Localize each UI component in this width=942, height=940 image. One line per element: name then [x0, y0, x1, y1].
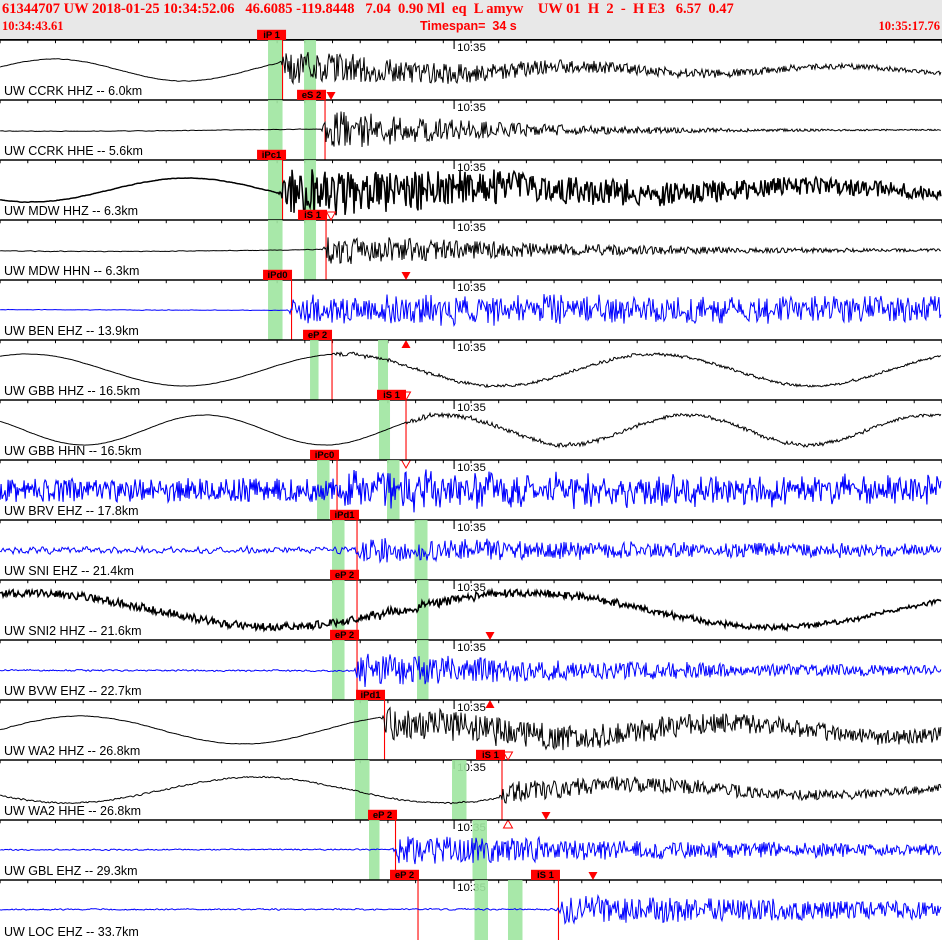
svg-text:iS 1: iS 1	[383, 390, 401, 401]
svg-text:10:35: 10:35	[457, 522, 486, 534]
svg-text:iS 1: iS 1	[482, 750, 500, 761]
svg-text:eP 2: eP 2	[335, 630, 354, 641]
svg-text:iPd1: iPd1	[361, 690, 382, 701]
svg-text:iPc0: iPc0	[315, 450, 335, 461]
svg-text:eS 2: eS 2	[302, 90, 322, 101]
svg-text:iP 1: iP 1	[263, 30, 280, 41]
svg-text:eP 2: eP 2	[395, 870, 414, 881]
svg-text:10:35: 10:35	[457, 282, 486, 294]
svg-text:iPd0: iPd0	[268, 270, 288, 281]
svg-text:10:35: 10:35	[457, 402, 486, 414]
svg-text:10:35: 10:35	[457, 702, 486, 714]
svg-text:10:35: 10:35	[457, 41, 486, 53]
svg-text:10:35: 10:35	[457, 342, 486, 354]
svg-text:eP 2: eP 2	[373, 810, 392, 821]
svg-text:10:35: 10:35	[457, 582, 486, 594]
svg-text:10:35: 10:35	[457, 162, 486, 174]
svg-text:iS 1: iS 1	[304, 210, 322, 221]
svg-text:iPd1: iPd1	[335, 510, 356, 521]
svg-text:10:35: 10:35	[457, 102, 486, 114]
svg-text:10:35: 10:35	[457, 642, 486, 654]
svg-text:eP 2: eP 2	[308, 330, 327, 341]
svg-text:iS 1: iS 1	[537, 870, 555, 881]
svg-text:10:35: 10:35	[457, 222, 486, 234]
svg-text:iPc1: iPc1	[262, 150, 282, 161]
svg-text:10:35: 10:35	[457, 462, 486, 474]
svg-text:eP 2: eP 2	[335, 570, 354, 581]
